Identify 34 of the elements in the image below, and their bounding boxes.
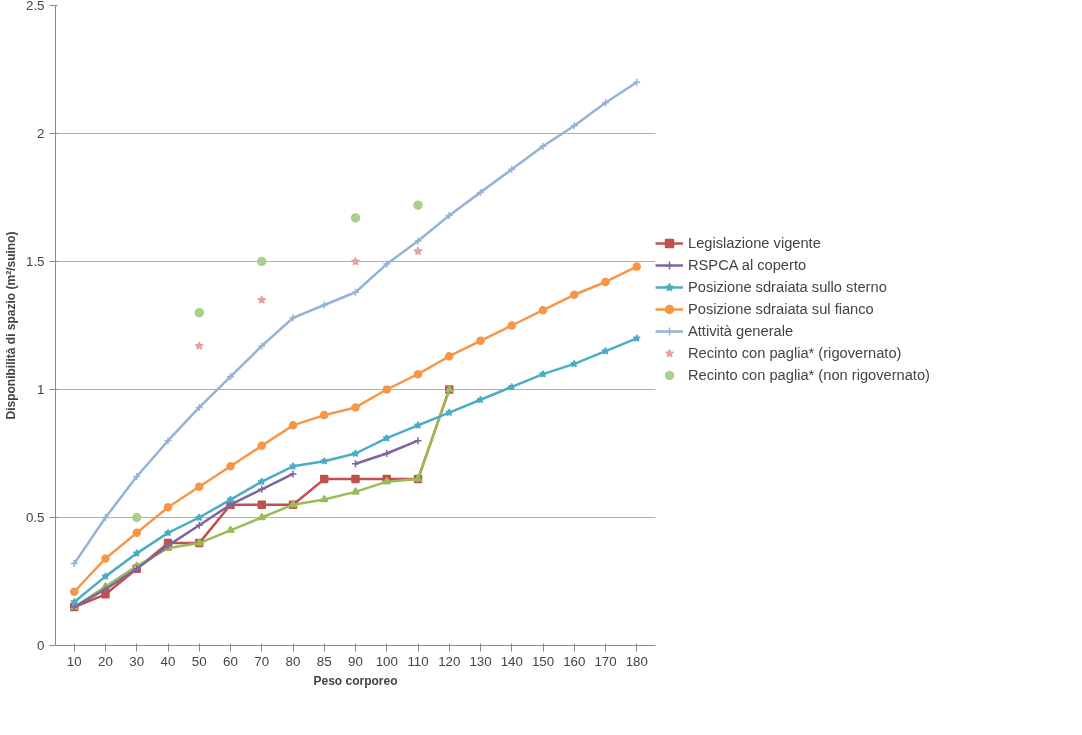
x-tick-label: 140 xyxy=(500,653,523,669)
x-tick-label: 20 xyxy=(98,653,113,669)
x-tick-label: 150 xyxy=(531,653,555,669)
x-tick-label: 170 xyxy=(594,653,617,669)
x-axis-title: Peso corporeo xyxy=(313,673,398,688)
y-tick-label: 0 xyxy=(37,638,45,653)
legend-label: Attività generale xyxy=(688,323,794,339)
legend-label: Posizione sdraiata sullo sterno xyxy=(688,279,887,295)
x-tick-label: 160 xyxy=(563,653,586,669)
legend-label: RSPCA al coperto xyxy=(688,257,807,273)
x-tick-label: 50 xyxy=(191,653,207,669)
x-tick-label: 85 xyxy=(316,653,332,669)
y-tick-label: 1 xyxy=(37,382,45,397)
y-tick-label: 0.5 xyxy=(25,510,45,525)
legend-label: Legislazione vigente xyxy=(688,235,821,251)
x-tick-label: 30 xyxy=(129,653,145,669)
y-tick-label: 2 xyxy=(37,126,45,141)
x-tick-label: 60 xyxy=(223,653,238,669)
x-tick-label: 110 xyxy=(407,653,429,669)
y-tick-label: 2.5 xyxy=(25,0,45,13)
x-tick-label: 90 xyxy=(348,653,363,669)
x-tick-label: 70 xyxy=(254,653,270,669)
x-tick-label: 40 xyxy=(160,653,176,669)
x-tick-label: 130 xyxy=(469,653,492,669)
x-tick-label: 10 xyxy=(66,653,82,669)
y-axis-title: Disponibilità di spazio (m²/suino) xyxy=(3,231,18,420)
x-tick-label: 120 xyxy=(438,653,461,669)
legend-label: Posizione sdraiata sul fianco xyxy=(688,301,874,317)
x-tick-label: 80 xyxy=(285,653,301,669)
legend-label: Recinto con paglia* (rigovernato) xyxy=(688,345,902,361)
x-tick-label: 180 xyxy=(625,653,648,669)
legend-label: Recinto con paglia* (non rigovernato) xyxy=(688,367,930,383)
y-tick-label: 1.5 xyxy=(25,254,45,269)
x-tick-label: 100 xyxy=(375,653,398,669)
